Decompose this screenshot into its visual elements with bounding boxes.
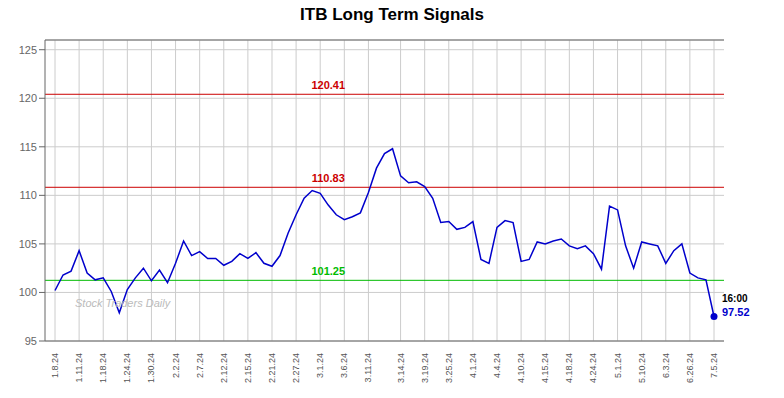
svg-text:3.25.24: 3.25.24	[444, 353, 454, 383]
svg-text:2.7.24: 2.7.24	[195, 353, 205, 378]
svg-text:4.15.24: 4.15.24	[540, 353, 550, 383]
svg-text:2.2.24: 2.2.24	[171, 353, 181, 378]
svg-text:4.1.24: 4.1.24	[468, 353, 478, 378]
html-text:ITB Long Term Signals: ITB Long Term Signals	[300, 5, 484, 24]
svg-text:125: 125	[19, 44, 37, 56]
svg-text:115: 115	[19, 141, 37, 153]
svg-text:110.83: 110.83	[312, 172, 345, 184]
svg-text:6.26.24: 6.26.24	[685, 353, 695, 383]
svg-text:97.52: 97.52	[722, 306, 750, 318]
svg-text:4.4.24: 4.4.24	[492, 353, 502, 378]
svg-text:1.11.24: 1.11.24	[74, 353, 84, 382]
svg-text:2.21.24: 2.21.24	[267, 353, 277, 383]
svg-text:105: 105	[19, 238, 37, 250]
html-text:Stock Traders Daily: Stock Traders Daily	[75, 296, 171, 309]
svg-text:5.10.24: 5.10.24	[637, 353, 647, 383]
svg-text:2.15.24: 2.15.24	[243, 353, 253, 383]
svg-text:7.5.24: 7.5.24	[709, 353, 719, 378]
svg-text:3.1.24: 3.1.24	[315, 353, 325, 378]
svg-text:2.27.24: 2.27.24	[291, 353, 301, 383]
svg-text:3.6.24: 3.6.24	[339, 353, 349, 378]
svg-text:101.25: 101.25	[311, 265, 345, 277]
svg-text:16:00: 16:00	[722, 293, 748, 304]
svg-text:3.11.24: 3.11.24	[363, 353, 373, 382]
svg-text:120.41: 120.41	[311, 79, 345, 91]
svg-text:4.10.24: 4.10.24	[516, 353, 526, 383]
svg-text:1.18.24: 1.18.24	[98, 353, 108, 383]
svg-text:120: 120	[19, 92, 37, 104]
svg-text:3.19.24: 3.19.24	[420, 353, 430, 383]
svg-text:95: 95	[25, 335, 37, 347]
svg-text:4.24.24: 4.24.24	[588, 353, 598, 383]
svg-text:1.24.24: 1.24.24	[122, 353, 132, 383]
svg-text:4.18.24: 4.18.24	[564, 353, 574, 383]
svg-text:1.30.24: 1.30.24	[146, 353, 156, 383]
svg-text:2.12.24: 2.12.24	[219, 353, 229, 383]
svg-text:100: 100	[19, 286, 37, 298]
svg-text:1.8.24: 1.8.24	[50, 353, 60, 378]
svg-text:110: 110	[19, 189, 37, 201]
svg-text:5.1.24: 5.1.24	[613, 353, 623, 378]
svg-text:6.3.24: 6.3.24	[661, 353, 671, 378]
svg-text:3.14.24: 3.14.24	[396, 353, 406, 383]
